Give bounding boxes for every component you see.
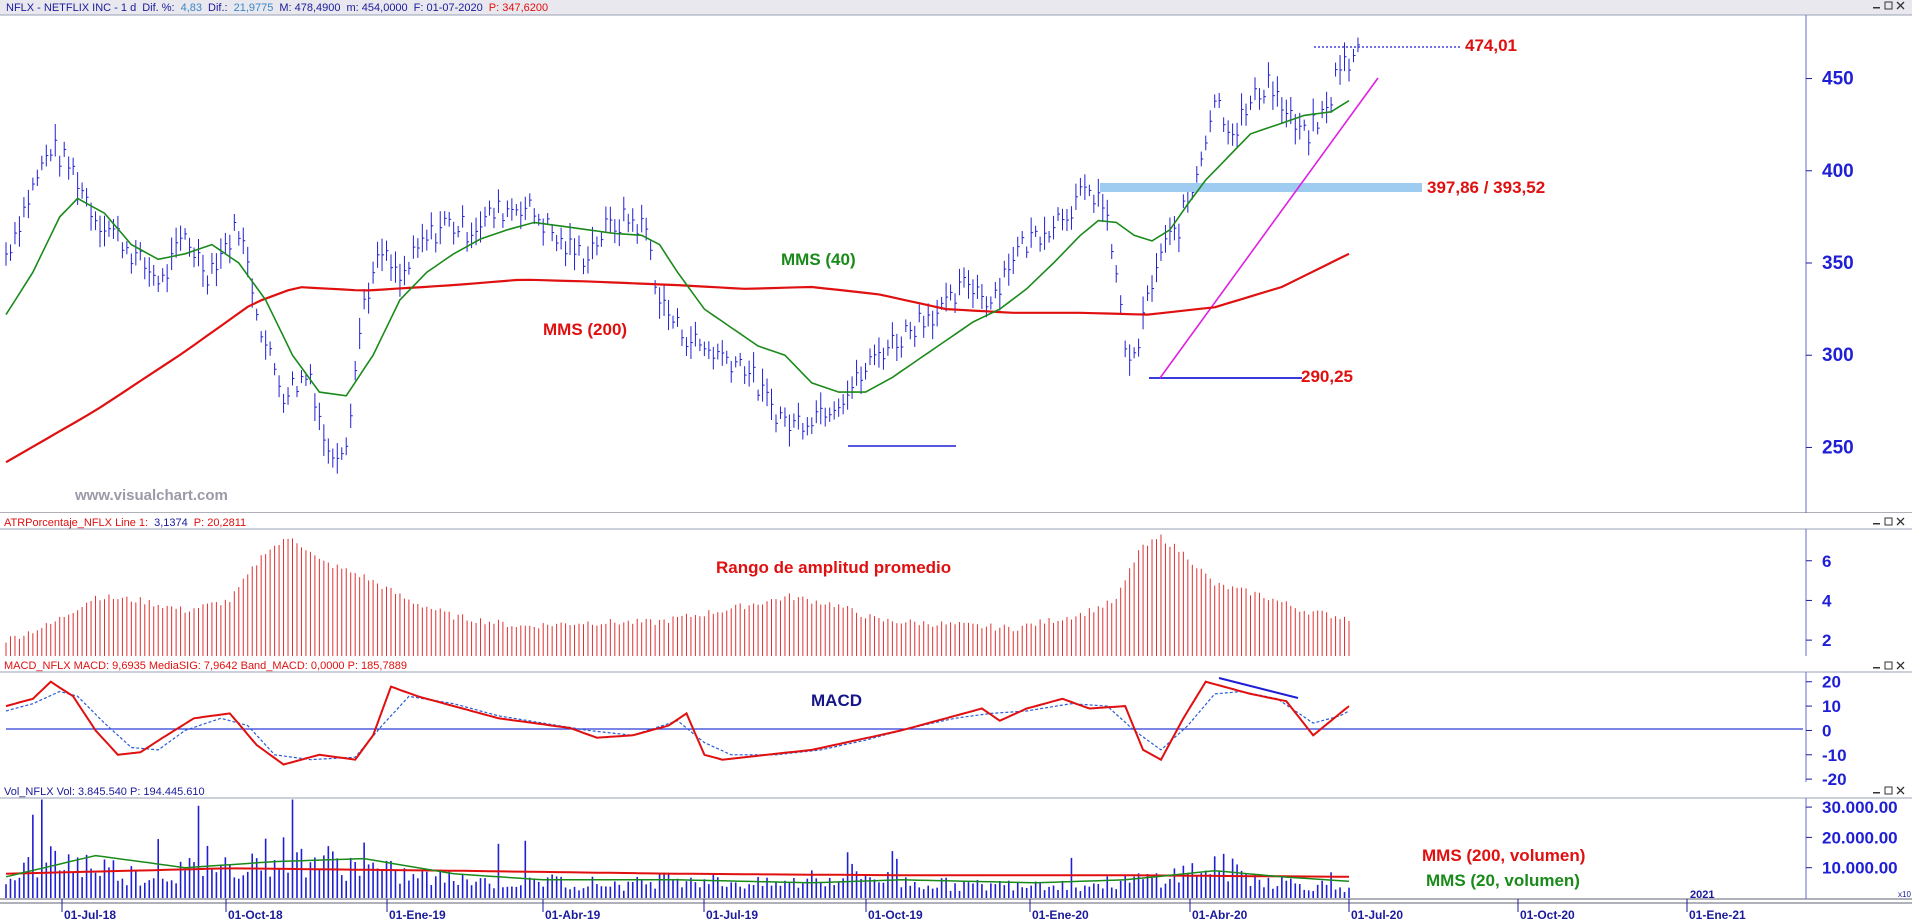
y-tick-label: 4 bbox=[1822, 591, 1832, 610]
header-part: m: 454,0000 bbox=[347, 2, 408, 14]
volume-multiplier-label: x10 bbox=[1898, 890, 1911, 899]
header-part: M: 478,4900 bbox=[279, 2, 340, 14]
x-tick-label: 01-Jul-19 bbox=[706, 908, 758, 922]
uptrend-line bbox=[1159, 77, 1379, 379]
x-tick-label: 01-Oct-20 bbox=[1520, 908, 1575, 922]
volume-pane[interactable]: Vol_NFLX Vol: 3.845.540 P: 194.445.610 3… bbox=[4, 786, 1911, 899]
header-part: 21,9775 bbox=[234, 2, 274, 14]
header-part: Dif.: bbox=[208, 2, 228, 14]
close-icon bbox=[1896, 786, 1905, 795]
volume-mms20-label: MMS (20, volumen) bbox=[1426, 871, 1580, 890]
volume-mms200-line bbox=[5, 867, 1350, 878]
atr-y-axis: 6 4 2 bbox=[1806, 552, 1832, 650]
window-controls[interactable] bbox=[1873, 1, 1905, 795]
close-icon bbox=[1896, 661, 1905, 670]
restore-icon bbox=[1884, 1, 1893, 10]
y-tick-label: 10.000.00 bbox=[1822, 859, 1898, 878]
mms40-label: MMS (40) bbox=[781, 250, 856, 269]
y-tick-label: -20 bbox=[1822, 770, 1847, 789]
price-header: NFLX - NETFLIX INC - 1 d Dif. %: 4,83 Dif.:… bbox=[6, 2, 548, 14]
y-tick-label: 250 bbox=[1822, 437, 1854, 458]
minimize-icon bbox=[1873, 523, 1880, 525]
minimize-icon bbox=[1873, 7, 1880, 9]
macd-divergence-line bbox=[1218, 677, 1299, 699]
header-part: MACD_NFLX MACD: 9,6935 MediaSIG: 7,9642 … bbox=[4, 660, 407, 672]
resistance-label: 397,86 / 393,52 bbox=[1427, 178, 1545, 197]
restore-icon bbox=[1884, 786, 1893, 795]
x-tick-label: 01-Jul-18 bbox=[64, 908, 116, 922]
x-tick-label: 01-Ene-19 bbox=[389, 908, 446, 922]
macd-pane[interactable]: MACD_NFLX MACD: 9,6935 MediaSIG: 7,9642 … bbox=[4, 660, 1847, 789]
x-tick-label: 01-Ene-20 bbox=[1032, 908, 1089, 922]
atr-title: Rango de amplitud promedio bbox=[716, 558, 951, 577]
low-label: 290,25 bbox=[1301, 367, 1353, 386]
x-tick-label: 01-Abr-19 bbox=[545, 908, 601, 922]
x-tick-label: 01-Abr-20 bbox=[1192, 908, 1248, 922]
y-tick-label: 30.000.00 bbox=[1822, 798, 1898, 817]
y-tick-label: 10 bbox=[1822, 697, 1841, 716]
volume-header: Vol_NFLX Vol: 3.845.540 P: 194.445.610 bbox=[4, 786, 205, 798]
atr-bars bbox=[5, 534, 1350, 656]
y-tick-label: 20.000.00 bbox=[1822, 828, 1898, 847]
header-part: 3,1374 bbox=[154, 517, 188, 529]
x-tick-label: 01-Ene-21 bbox=[1689, 908, 1746, 922]
close-icon bbox=[1896, 1, 1905, 10]
y-tick-label: 6 bbox=[1822, 552, 1831, 571]
macd-signal-line bbox=[5, 690, 1350, 761]
y-tick-label: -10 bbox=[1822, 746, 1847, 765]
header-part: 4,83 bbox=[181, 2, 202, 14]
minimize-icon bbox=[1873, 667, 1880, 669]
high-label: 474,01 bbox=[1465, 36, 1517, 55]
header-part: NFLX - NETFLIX INC - 1 d bbox=[6, 2, 136, 14]
volume-bars bbox=[5, 799, 1350, 898]
macd-title: MACD bbox=[811, 691, 862, 710]
header-part: ATRPorcentaje_NFLX Line 1: bbox=[4, 517, 148, 529]
y-tick-label: 20 bbox=[1822, 673, 1841, 692]
x-tick-label: 01-Oct-18 bbox=[228, 908, 283, 922]
macd-y-axis: 20 10 0 -10 -20 bbox=[1806, 673, 1847, 789]
y-tick-label: 400 bbox=[1822, 161, 1854, 182]
y-tick-label: 0 bbox=[1822, 721, 1831, 740]
mms200-line bbox=[5, 252, 1350, 464]
atr-pane[interactable]: ATRPorcentaje_NFLX Line 1: 3,1374 P: 20,28… bbox=[4, 517, 1832, 656]
price-pane[interactable]: NFLX - NETFLIX INC - 1 d Dif. %: 4,83 Dif.:… bbox=[5, 2, 1854, 504]
volume-mms20-line bbox=[5, 854, 1350, 884]
header-part: P: 20,2811 bbox=[194, 517, 246, 529]
y-tick-label: 450 bbox=[1822, 69, 1854, 90]
minimize-icon bbox=[1873, 792, 1880, 794]
macd-line bbox=[5, 680, 1350, 766]
x-tick-label: 01-Jul-20 bbox=[1351, 908, 1403, 922]
y-tick-label: 350 bbox=[1822, 253, 1854, 274]
mms200-label: MMS (200) bbox=[543, 320, 627, 339]
restore-icon bbox=[1884, 517, 1893, 526]
macd-header: MACD_NFLX MACD: 9,6935 MediaSIG: 7,9642 … bbox=[4, 660, 407, 672]
watermark: www.visualchart.com bbox=[74, 487, 228, 504]
header-part: P: 347,6200 bbox=[489, 2, 548, 14]
price-bars bbox=[5, 37, 1360, 474]
y-tick-label: 300 bbox=[1822, 345, 1854, 366]
restore-icon bbox=[1884, 661, 1893, 670]
header-part: Dif. %: bbox=[142, 2, 174, 14]
resistance-band bbox=[1100, 183, 1422, 192]
x-axis: 01-Jul-18 01-Oct-18 01-Ene-19 01-Abr-19 01-J… bbox=[61, 899, 1746, 922]
header-part: Vol_NFLX Vol: 3.845.540 P: 194.445.610 bbox=[4, 786, 205, 798]
header-part: F: 01-07-2020 bbox=[414, 2, 483, 14]
price-y-axis: 450 400 350 300 250 bbox=[1806, 69, 1854, 458]
mms40-line bbox=[5, 100, 1350, 397]
year-marker: 2021 bbox=[1690, 889, 1714, 901]
y-tick-label: 2 bbox=[1822, 631, 1831, 650]
volume-mms200-label: MMS (200, volumen) bbox=[1422, 846, 1585, 865]
atr-header: ATRPorcentaje_NFLX Line 1: 3,1374 P: 20,28… bbox=[4, 517, 246, 529]
x-tick-label: 01-Oct-19 bbox=[868, 908, 923, 922]
volume-y-axis: 30.000.00 20.000.00 10.000.00 bbox=[1806, 798, 1898, 878]
close-icon bbox=[1896, 517, 1905, 526]
